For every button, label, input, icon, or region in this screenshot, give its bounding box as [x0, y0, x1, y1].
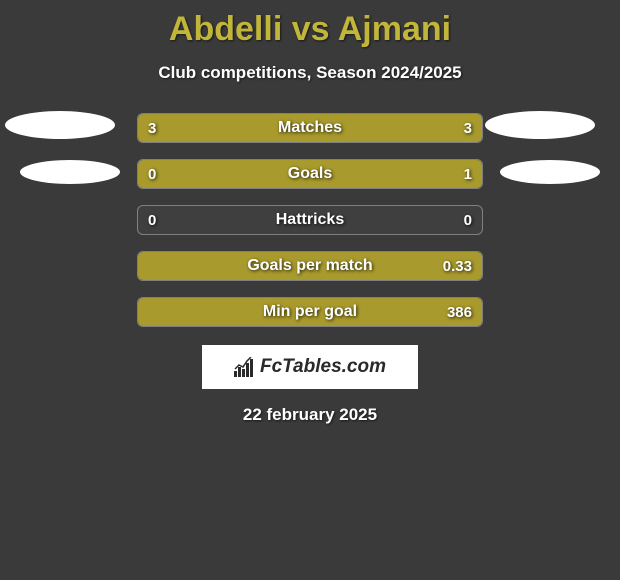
player-marker-left	[5, 111, 115, 139]
stat-row: 0Hattricks0	[0, 205, 620, 235]
stat-row: 0Goals1	[0, 159, 620, 189]
stat-row: 3Matches3	[0, 113, 620, 143]
stat-bar: 3Matches3	[137, 113, 483, 143]
stat-label: Min per goal	[138, 298, 482, 326]
stat-label: Goals per match	[138, 252, 482, 280]
stat-bar: 0Goals1	[137, 159, 483, 189]
stat-bar: Min per goal386	[137, 297, 483, 327]
stat-value-right: 3	[464, 114, 472, 142]
player-marker-left	[20, 160, 120, 184]
stat-label: Hattricks	[138, 206, 482, 234]
stat-label: Matches	[138, 114, 482, 142]
stat-bar: Goals per match0.33	[137, 251, 483, 281]
date-line: 22 february 2025	[0, 405, 620, 425]
stat-value-right: 386	[447, 298, 472, 326]
logo-text: FcTables.com	[260, 356, 386, 378]
stat-value-right: 0	[464, 206, 472, 234]
stats-rows: 3Matches30Goals10Hattricks0Goals per mat…	[0, 113, 620, 327]
stat-value-right: 1	[464, 160, 472, 188]
chart-icon	[234, 357, 256, 377]
player-marker-right	[500, 160, 600, 184]
page-title: Abdelli vs Ajmani	[0, 0, 620, 49]
subtitle: Club competitions, Season 2024/2025	[0, 63, 620, 83]
stat-row: Min per goal386	[0, 297, 620, 327]
stat-label: Goals	[138, 160, 482, 188]
stat-row: Goals per match0.33	[0, 251, 620, 281]
stat-value-right: 0.33	[443, 252, 472, 280]
logo-box: FcTables.com	[202, 345, 418, 389]
player-marker-right	[485, 111, 595, 139]
stat-bar: 0Hattricks0	[137, 205, 483, 235]
